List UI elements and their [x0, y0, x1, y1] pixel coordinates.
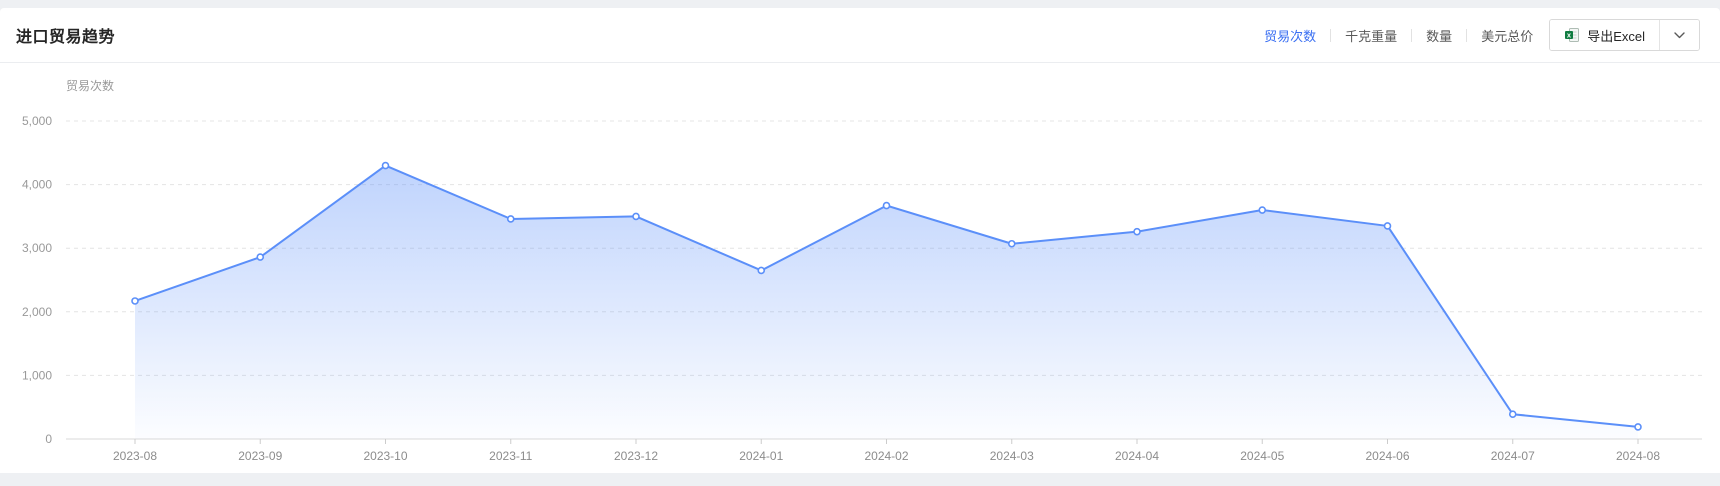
- svg-text:2024-07: 2024-07: [1491, 449, 1535, 463]
- svg-text:2023-12: 2023-12: [614, 449, 658, 463]
- svg-text:5,000: 5,000: [22, 114, 52, 128]
- svg-text:2024-08: 2024-08: [1616, 449, 1660, 463]
- svg-text:2023-09: 2023-09: [238, 449, 282, 463]
- tab-separator: [1466, 28, 1468, 42]
- svg-text:x: x: [1567, 31, 1572, 40]
- tab-usd-total[interactable]: 美元总价: [1481, 28, 1534, 44]
- tab-separator: [1411, 28, 1413, 42]
- svg-text:1,000: 1,000: [22, 368, 52, 382]
- svg-text:4,000: 4,000: [22, 178, 52, 192]
- svg-text:2023-11: 2023-11: [489, 449, 532, 463]
- trend-chart[interactable]: 贸易次数 0 1,000 2,000 3,000 4,000 5,000 2023-08 202…: [0, 64, 1720, 481]
- trend-card: 进口贸易趋势 贸易次数 千克重量 数量 美元总价 x: [0, 8, 1720, 473]
- area-line-chart: 贸易次数 0 1,000 2,000 3,000 4,000 5,000 2023-08 202…: [22, 78, 1702, 463]
- svg-text:2024-04: 2024-04: [1115, 449, 1159, 463]
- tab-trade-count[interactable]: 贸易次数: [1264, 28, 1317, 44]
- export-excel-label: 导出Excel: [1587, 28, 1645, 44]
- svg-text:2023-08: 2023-08: [113, 449, 157, 463]
- svg-text:2,000: 2,000: [22, 305, 52, 319]
- svg-text:3,000: 3,000: [22, 241, 52, 255]
- card-header: 进口贸易趋势 贸易次数 千克重量 数量 美元总价 x: [0, 8, 1720, 63]
- svg-text:2024-01: 2024-01: [739, 449, 783, 463]
- svg-text:2024-05: 2024-05: [1240, 449, 1284, 463]
- tab-quantity[interactable]: 数量: [1426, 28, 1453, 44]
- svg-text:2023-10: 2023-10: [363, 449, 407, 463]
- metric-tabs: 贸易次数 千克重量 数量 美元总价: [1264, 26, 1533, 45]
- page-title: 进口贸易趋势: [16, 29, 116, 46]
- export-dropdown-button[interactable]: [1659, 20, 1699, 50]
- svg-text:贸易次数: 贸易次数: [66, 78, 114, 93]
- svg-text:2024-02: 2024-02: [864, 449, 908, 463]
- svg-text:0: 0: [45, 432, 52, 446]
- svg-text:2024-03: 2024-03: [990, 449, 1034, 463]
- excel-file-icon: x: [1564, 27, 1580, 43]
- export-button-group: x 导出Excel: [1549, 19, 1700, 51]
- tab-kg-weight[interactable]: 千克重量: [1345, 28, 1398, 44]
- export-excel-button[interactable]: x 导出Excel: [1550, 20, 1659, 50]
- svg-text:2024-06: 2024-06: [1365, 449, 1409, 463]
- chevron-down-icon: [1674, 31, 1685, 38]
- tab-separator: [1330, 28, 1332, 42]
